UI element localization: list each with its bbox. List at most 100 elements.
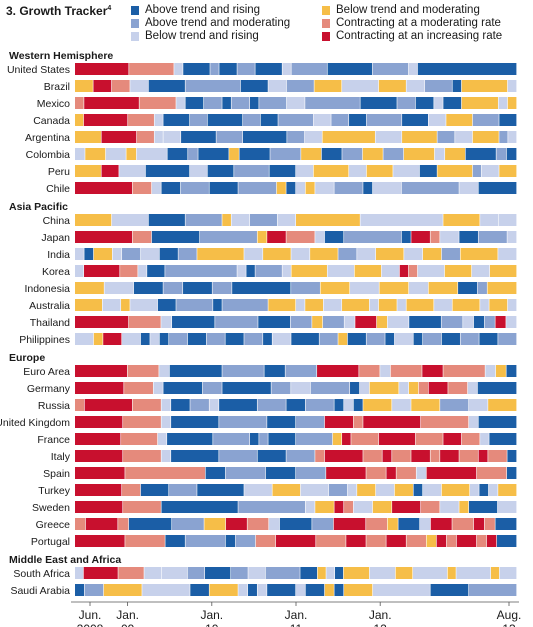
cell-thailand-16 bbox=[473, 316, 485, 328]
cell-canada-3 bbox=[154, 114, 163, 126]
cell-euro-area-2 bbox=[159, 365, 170, 377]
country-label-india: India bbox=[47, 249, 70, 261]
cell-canada-5 bbox=[189, 114, 207, 126]
cell-colombia-11 bbox=[301, 148, 322, 160]
cell-saudi-arabia-7 bbox=[247, 584, 257, 596]
cell-canada-12 bbox=[349, 114, 367, 126]
cell-korea-13 bbox=[381, 265, 400, 277]
cell-china-0 bbox=[75, 214, 112, 226]
cell-euro-area-8 bbox=[359, 365, 380, 377]
cell-turkey-8 bbox=[328, 484, 348, 496]
cell-peru-13 bbox=[419, 165, 437, 177]
cell-canada-6 bbox=[207, 114, 243, 126]
cell-korea-8 bbox=[255, 265, 282, 277]
cell-colombia-19 bbox=[465, 148, 496, 160]
cell-south-africa-0 bbox=[75, 567, 84, 579]
cell-thailand-9 bbox=[344, 316, 355, 328]
country-label-argentina: Argentina bbox=[25, 132, 70, 144]
cell-canada-7 bbox=[242, 114, 261, 126]
cell-united-states-7 bbox=[255, 63, 282, 75]
cell-peru-15 bbox=[472, 165, 482, 177]
cell-turkey-15 bbox=[441, 484, 470, 496]
cell-philippines-16 bbox=[338, 333, 348, 345]
cell-euro-area-7 bbox=[317, 365, 359, 377]
cell-brazil-5 bbox=[185, 80, 241, 92]
cell-peru-5 bbox=[207, 165, 234, 177]
cell-russia-3 bbox=[161, 399, 171, 411]
country-row-thailand bbox=[75, 316, 517, 328]
cell-indonesia-6 bbox=[232, 282, 291, 294]
legend-label-below-trend-rising: Below trend and rising bbox=[145, 30, 259, 42]
country-row-russia bbox=[75, 399, 517, 411]
cell-indonesia-3 bbox=[163, 282, 183, 294]
x-tick-label-2009-01: Jan. bbox=[116, 608, 139, 622]
country-row-korea bbox=[75, 265, 517, 277]
cell-turkey-7 bbox=[300, 484, 329, 496]
legend-label-contracting-moderating: Contracting at a moderating rate bbox=[336, 17, 501, 29]
cell-brazil-8 bbox=[286, 80, 314, 92]
country-label-korea: Korea bbox=[42, 266, 70, 278]
cell-mexico-10 bbox=[286, 97, 305, 109]
cell-italy-5 bbox=[257, 450, 286, 462]
cell-argentina-9 bbox=[304, 131, 322, 143]
cell-sweden-10 bbox=[392, 501, 421, 513]
cell-turkey-18 bbox=[488, 484, 498, 496]
cell-russia-16 bbox=[411, 399, 440, 411]
cell-mexico-0 bbox=[75, 97, 84, 109]
cell-greece-2 bbox=[118, 518, 129, 530]
cell-australia-10 bbox=[305, 299, 324, 311]
cell-china-3 bbox=[185, 214, 222, 226]
chart-title: 3. Growth Tracker4 bbox=[6, 4, 112, 18]
cell-thailand-3 bbox=[172, 316, 215, 328]
cell-mexico-14 bbox=[415, 97, 434, 109]
cell-philippines-17 bbox=[347, 333, 366, 345]
cell-china-11 bbox=[480, 214, 498, 226]
cell-saudi-arabia-3 bbox=[142, 584, 190, 596]
cell-spain-1 bbox=[125, 467, 205, 479]
cell-mexico-15 bbox=[434, 97, 443, 109]
cell-euro-area-3 bbox=[169, 365, 222, 377]
cell-china-5 bbox=[231, 214, 250, 226]
cell-colombia-12 bbox=[321, 148, 342, 160]
cell-japan-13 bbox=[440, 231, 459, 243]
cell-saudi-arabia-13 bbox=[334, 584, 344, 596]
cell-south-africa-19 bbox=[456, 567, 491, 579]
cell-greece-16 bbox=[430, 518, 452, 530]
cell-south-africa-15 bbox=[369, 567, 396, 579]
cell-argentina-16 bbox=[499, 131, 508, 143]
cell-germany-15 bbox=[428, 382, 448, 394]
cell-euro-area-0 bbox=[75, 365, 128, 377]
cell-mexico-6 bbox=[222, 97, 231, 109]
cell-united-kingdom-8 bbox=[353, 416, 363, 428]
x-tick-year-2012-01: 12 bbox=[374, 622, 388, 627]
country-label-turkey: Turkey bbox=[38, 485, 70, 497]
cell-brazil-10 bbox=[342, 80, 379, 92]
cell-france-8 bbox=[296, 433, 333, 445]
cell-russia-11 bbox=[334, 399, 344, 411]
cell-peru-3 bbox=[145, 165, 190, 177]
cell-germany-13 bbox=[408, 382, 419, 394]
cell-indonesia-13 bbox=[458, 282, 478, 294]
country-row-italy bbox=[75, 450, 517, 462]
cell-australia-4 bbox=[157, 299, 176, 311]
cell-italy-13 bbox=[430, 450, 440, 462]
country-row-france bbox=[75, 433, 517, 445]
cell-india-3 bbox=[112, 248, 122, 260]
group-label-western-hemisphere: Western Hemisphere bbox=[9, 50, 113, 62]
cell-colombia-5 bbox=[167, 148, 188, 160]
cell-greece-17 bbox=[452, 518, 474, 530]
cell-germany-8 bbox=[310, 382, 350, 394]
country-row-united-states bbox=[75, 63, 517, 75]
cell-brazil-7 bbox=[268, 80, 287, 92]
country-row-indonesia bbox=[75, 282, 517, 294]
cell-india-15 bbox=[375, 248, 404, 260]
cell-japan-3 bbox=[199, 231, 257, 243]
cell-sweden-2 bbox=[161, 501, 238, 513]
cell-chile-11 bbox=[315, 182, 334, 194]
cell-philippines-23 bbox=[441, 333, 460, 345]
country-row-peru bbox=[75, 165, 517, 177]
cell-argentina-11 bbox=[375, 131, 402, 143]
cell-argentina-2 bbox=[136, 131, 154, 143]
cell-portugal-14 bbox=[436, 535, 447, 547]
cell-portugal-0 bbox=[75, 535, 125, 547]
